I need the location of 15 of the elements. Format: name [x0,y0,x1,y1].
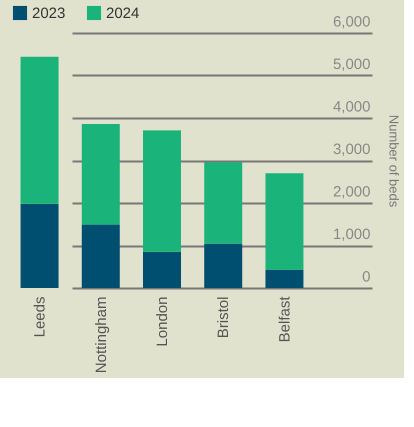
legend-label: 2024 [106,5,140,22]
y-tick-label: 5,000 [332,56,370,73]
y-tick-label: 6,000 [332,14,370,30]
x-tick-label: Nottingham [92,296,110,374]
y-tick-label: 4,000 [332,98,370,116]
y-axis-title: Number of beds [386,114,402,208]
y-tick-label: 1,000 [332,226,370,243]
x-tick-label: Leeds [32,296,49,338]
x-tick-label: London [154,296,171,347]
x-tick-label: Bristol [215,296,232,338]
x-tick-label: Belfast [276,296,294,342]
legend-label: 2023 [32,5,66,22]
y-tick-label: 2,000 [332,184,370,200]
y-tick-label: 3,000 [332,141,370,158]
y-tick-label: 0 [362,268,370,286]
